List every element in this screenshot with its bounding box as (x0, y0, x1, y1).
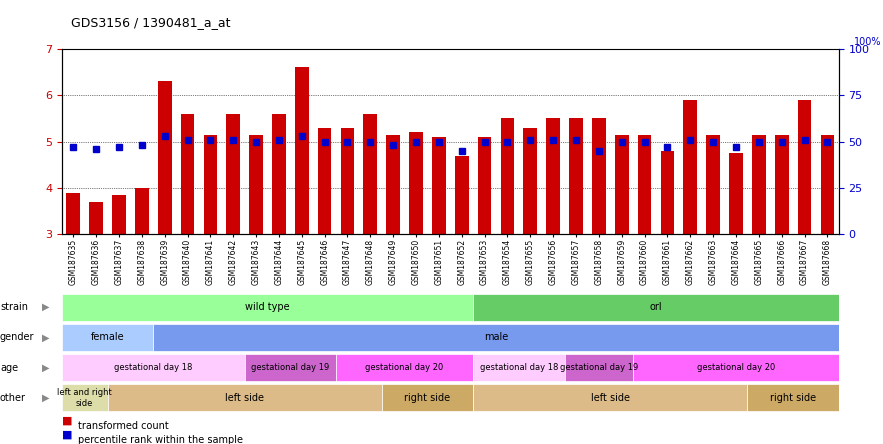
Bar (364, 114, 377, 234)
Bar (775, 135, 789, 234)
Bar (249, 135, 263, 234)
Text: ▶: ▶ (42, 363, 49, 373)
Text: gestational day 20: gestational day 20 (697, 363, 775, 372)
Bar (226, 114, 240, 234)
Bar (820, 135, 834, 234)
Text: age: age (0, 363, 19, 373)
Text: wild type: wild type (245, 302, 290, 312)
Text: gestational day 20: gestational day 20 (366, 363, 444, 372)
Bar (501, 119, 514, 234)
Bar (615, 135, 629, 234)
Bar (295, 67, 309, 234)
Bar (547, 119, 560, 234)
Bar (318, 128, 331, 234)
Text: ■: ■ (62, 416, 72, 426)
FancyBboxPatch shape (62, 324, 154, 351)
Text: percentile rank within the sample: percentile rank within the sample (78, 435, 243, 444)
Text: ▶: ▶ (42, 333, 49, 342)
FancyBboxPatch shape (62, 384, 108, 412)
Text: GDS3156 / 1390481_a_at: GDS3156 / 1390481_a_at (71, 16, 230, 28)
Text: 100%: 100% (855, 37, 882, 47)
FancyBboxPatch shape (633, 354, 839, 381)
Bar (729, 153, 743, 234)
Bar (409, 132, 423, 234)
Bar (752, 135, 766, 234)
Bar (797, 100, 811, 234)
Bar (524, 128, 537, 234)
Bar (272, 114, 286, 234)
Bar (432, 137, 446, 234)
Text: right side: right side (770, 393, 816, 403)
FancyBboxPatch shape (564, 354, 633, 381)
Text: gestational day 19: gestational day 19 (560, 363, 638, 372)
FancyBboxPatch shape (747, 384, 839, 412)
Text: left and right
side: left and right side (57, 388, 112, 408)
Text: left side: left side (591, 393, 630, 403)
Text: gender: gender (0, 333, 34, 342)
Text: gestational day 19: gestational day 19 (252, 363, 329, 372)
FancyBboxPatch shape (62, 293, 473, 321)
Text: right side: right side (404, 393, 450, 403)
Text: left side: left side (225, 393, 264, 403)
Bar (181, 114, 194, 234)
Bar (592, 119, 606, 234)
Bar (455, 155, 469, 234)
Text: ■: ■ (62, 429, 72, 440)
Bar (158, 81, 171, 234)
Bar (706, 135, 720, 234)
Bar (135, 188, 148, 234)
FancyBboxPatch shape (245, 354, 336, 381)
Bar (341, 128, 354, 234)
Text: orl: orl (650, 302, 662, 312)
FancyBboxPatch shape (381, 384, 473, 412)
Text: ▶: ▶ (42, 302, 49, 312)
Bar (570, 119, 583, 234)
Bar (203, 135, 217, 234)
Bar (638, 135, 652, 234)
Bar (112, 195, 125, 234)
FancyBboxPatch shape (473, 354, 564, 381)
Bar (660, 151, 675, 234)
FancyBboxPatch shape (336, 354, 473, 381)
Text: transformed count: transformed count (78, 421, 169, 431)
Text: female: female (91, 333, 125, 342)
Bar (478, 137, 492, 234)
Bar (89, 202, 103, 234)
FancyBboxPatch shape (62, 354, 245, 381)
FancyBboxPatch shape (473, 293, 839, 321)
FancyBboxPatch shape (473, 384, 747, 412)
Text: male: male (484, 333, 508, 342)
Text: gestational day 18: gestational day 18 (479, 363, 558, 372)
Bar (683, 100, 698, 234)
FancyBboxPatch shape (154, 324, 839, 351)
Text: strain: strain (0, 302, 28, 312)
Bar (387, 135, 400, 234)
Bar (66, 193, 80, 234)
Text: gestational day 18: gestational day 18 (114, 363, 192, 372)
FancyBboxPatch shape (108, 384, 381, 412)
Text: ▶: ▶ (42, 393, 49, 403)
Text: other: other (0, 393, 26, 403)
